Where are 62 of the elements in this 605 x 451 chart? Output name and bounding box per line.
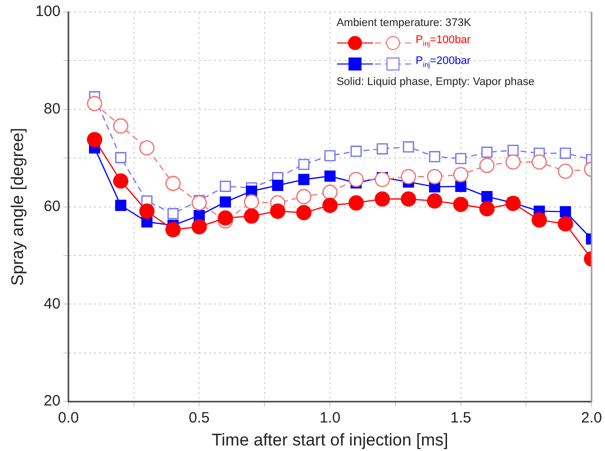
text: P$_{inj}$=100bar	[416, 33, 471, 50]
text: P$_{inj}$=200bar	[416, 54, 471, 72]
x-tick-label: 1.0	[320, 410, 340, 427]
x-tick-label: 2.0	[581, 410, 602, 427]
point	[167, 208, 179, 220]
point	[192, 219, 207, 234]
point	[505, 196, 521, 212]
point	[532, 212, 547, 228]
point	[272, 180, 284, 191]
point	[532, 154, 547, 170]
point	[115, 200, 126, 211]
point	[429, 151, 440, 162]
x-tick-label: 0.5	[188, 410, 210, 427]
point	[350, 146, 362, 157]
point	[374, 172, 390, 188]
point	[324, 150, 336, 162]
point	[220, 196, 231, 208]
x-tick-label: 1.5	[450, 410, 472, 427]
point	[113, 173, 128, 189]
point	[244, 208, 260, 224]
x-tick-label: 0.0	[58, 410, 79, 427]
point	[455, 180, 466, 192]
y-tick-label: 60	[44, 198, 60, 215]
point	[192, 195, 207, 211]
point	[270, 204, 286, 219]
point	[481, 146, 493, 158]
point	[455, 152, 466, 164]
point	[374, 191, 390, 207]
point	[400, 168, 416, 184]
point	[558, 216, 574, 232]
point	[560, 148, 572, 159]
point	[139, 204, 155, 219]
point	[298, 158, 310, 170]
y-tick-label: 100	[35, 3, 60, 20]
point	[324, 170, 336, 182]
point	[86, 132, 102, 148]
point	[560, 206, 572, 218]
point	[508, 144, 519, 156]
point	[322, 198, 338, 213]
x-axis-title: Time after start of injection [ms]	[212, 430, 448, 450]
point	[348, 195, 364, 211]
point	[86, 96, 102, 112]
point	[296, 204, 312, 220]
y-tick-label: 40	[44, 295, 60, 312]
point	[218, 210, 234, 226]
point	[298, 174, 310, 186]
point	[348, 172, 364, 188]
point	[165, 222, 181, 238]
point	[481, 190, 493, 202]
point	[453, 196, 468, 212]
y-tick-label: 80	[44, 100, 60, 118]
y-axis-title: Spray angle [degree]	[8, 128, 27, 286]
point	[402, 141, 414, 152]
point	[400, 191, 416, 207]
annotation: Solid: Liquid phase, Empty: Vapor phase	[336, 75, 534, 90]
y-tick-label: 20	[44, 392, 60, 410]
point	[376, 143, 388, 154]
point	[426, 193, 442, 209]
point	[220, 180, 231, 192]
point	[479, 201, 495, 216]
point	[115, 152, 126, 164]
legend-title: Ambient temperature: 373K	[336, 16, 472, 31]
